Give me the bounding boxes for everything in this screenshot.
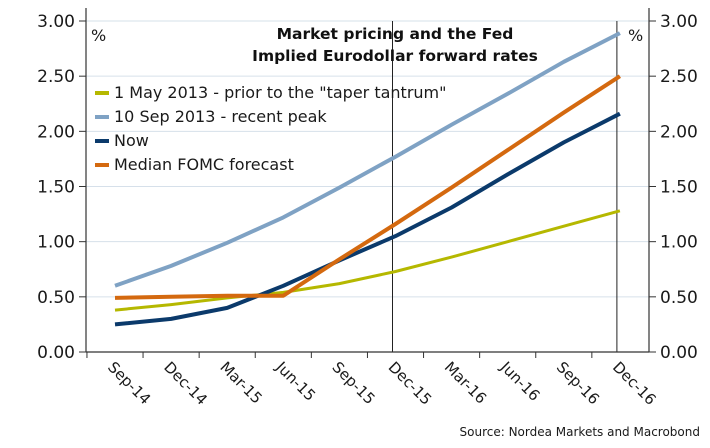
y-tick-right-label: 0.50 — [660, 288, 698, 308]
y-axis-right-unit: % — [628, 26, 643, 45]
y-tick-right-label: 1.50 — [660, 178, 698, 198]
legend-label: 1 May 2013 - prior to the "taper tantrum… — [114, 83, 446, 102]
y-tick-left-label: 1.00 — [37, 233, 75, 253]
y-tick-right-label: 2.00 — [660, 122, 698, 142]
x-tick-label: Sep-15 — [329, 358, 379, 408]
y-axis-left-ticks: 0.00 0.50 1.00 1.50 2.00 2.50 3.00 — [37, 12, 86, 363]
legend-item: 1 May 2013 - prior to the "taper tantrum… — [95, 83, 446, 102]
legend-item: Median FOMC forecast — [95, 155, 294, 174]
y-axis-right-ticks: 0.00 0.50 1.00 1.50 2.00 2.50 3.00 — [649, 12, 698, 363]
y-tick-left-label: 0.00 — [37, 343, 75, 363]
legend-label: Median FOMC forecast — [114, 155, 294, 174]
x-tick-label: Mar-16 — [441, 358, 490, 407]
series-line-1 — [114, 209, 621, 312]
y-tick-left-label: 2.00 — [37, 122, 75, 142]
legend: 1 May 2013 - prior to the "taper tantrum… — [95, 83, 446, 174]
legend-item: Now — [95, 131, 149, 150]
x-tick-label: Mar-15 — [216, 358, 265, 407]
y-tick-left-label: 3.00 — [37, 12, 75, 32]
x-tick-label: Sep-14 — [104, 358, 154, 408]
y-axis-left-unit: % — [91, 26, 106, 45]
y-tick-left-label: 1.50 — [37, 178, 75, 198]
x-tick-label: Jun-15 — [272, 357, 319, 404]
x-tick-label: Dec-16 — [609, 358, 660, 409]
legend-label: Now — [114, 131, 149, 150]
series-line-2 — [114, 31, 621, 288]
y-tick-left-label: 0.50 — [37, 288, 75, 308]
x-tick-label: Sep-16 — [553, 358, 603, 408]
x-tick-label: Jun-16 — [496, 357, 543, 404]
series-line-4 — [114, 74, 621, 300]
y-tick-left-label: 2.50 — [37, 67, 75, 87]
y-tick-right-label: 2.50 — [660, 67, 698, 87]
legend-item: 10 Sep 2013 - recent peak — [95, 107, 327, 126]
chart-subtitle: Implied Eurodollar forward rates — [252, 47, 538, 65]
source-note: Source: Nordea Markets and Macrobond — [460, 425, 701, 439]
x-tick-label: Dec-14 — [160, 358, 211, 409]
legend-label: 10 Sep 2013 - recent peak — [114, 107, 327, 126]
chart-title: Market pricing and the Fed — [277, 25, 514, 43]
x-axis-ticks: Sep-14 Dec-14 Mar-15 Jun-15 Sep-15 Dec-15 Mar-… — [86, 352, 660, 409]
series-lines — [114, 31, 621, 327]
gridlines — [86, 20, 649, 298]
y-tick-right-label: 0.00 — [660, 343, 698, 363]
series-line-3 — [114, 111, 621, 327]
x-tick-label: Dec-15 — [385, 358, 436, 409]
y-tick-right-label: 1.00 — [660, 233, 698, 253]
y-tick-right-label: 3.00 — [660, 12, 698, 32]
